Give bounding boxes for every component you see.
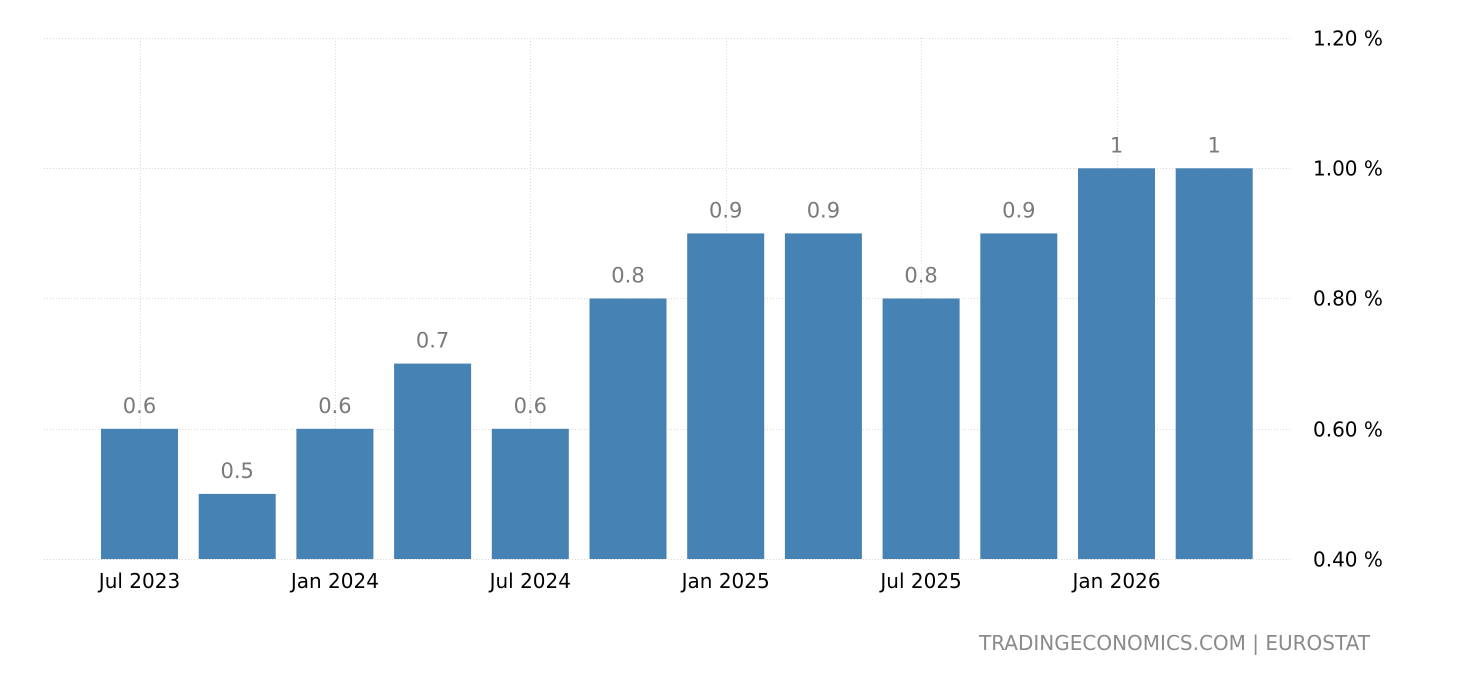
- bar-data-label: 1: [1110, 133, 1123, 157]
- x-tick-label: Jan 2024: [289, 569, 379, 593]
- bar: [589, 298, 667, 559]
- bars: [101, 168, 1253, 560]
- bar: [784, 233, 862, 559]
- y-tick-label: 0.60 %: [1313, 418, 1383, 442]
- bar: [101, 428, 178, 560]
- y-tick-label: 1.20 %: [1313, 27, 1383, 51]
- y-tick-label: 0.40 %: [1313, 548, 1383, 572]
- y-tick-label: 1.00 %: [1313, 157, 1383, 181]
- y-axis-ticks: 1.20 % 1.00 % 0.80 % 0.60 % 0.40 %: [1313, 27, 1383, 572]
- bar: [980, 233, 1058, 559]
- x-axis-ticks: Jul 2023 Jan 2024 Jul 2024 Jan 2025 Jul 2025…: [97, 569, 1161, 593]
- bar: [491, 428, 569, 560]
- x-tick-label: Jan 2025: [680, 569, 770, 593]
- bar: [1175, 168, 1253, 560]
- bar-data-label: 0.7: [416, 329, 449, 353]
- bar-data-label: 0.6: [123, 394, 156, 418]
- bar-labels: 0.6 0.5 0.6 0.7 0.6 0.8 0.9 0.9 0.8 0.9 1 1: [123, 133, 1221, 483]
- x-tick-label: Jul 2023: [97, 569, 180, 593]
- bar-data-label: 0.9: [709, 198, 742, 222]
- bar: [198, 493, 276, 559]
- bar: [1078, 168, 1155, 560]
- bar: [687, 233, 765, 559]
- bar: [882, 298, 960, 559]
- bar-data-label: 0.6: [514, 394, 547, 418]
- bar: [296, 428, 374, 560]
- bar-data-label: 0.5: [220, 459, 253, 483]
- x-tick-label: Jul 2024: [488, 569, 571, 593]
- bar-data-label: 0.6: [318, 394, 351, 418]
- bar-data-label: 0.9: [1002, 198, 1035, 222]
- y-tick-label: 0.80 %: [1313, 287, 1383, 311]
- bar-data-label: 0.8: [904, 264, 937, 288]
- x-tick-label: Jan 2026: [1070, 569, 1160, 593]
- bar-data-label: 1: [1208, 133, 1221, 157]
- bar-data-label: 0.9: [807, 198, 840, 222]
- x-tick-label: Jul 2025: [878, 569, 961, 593]
- bar-data-label: 0.8: [611, 264, 644, 288]
- bar: [394, 363, 472, 559]
- source-credit: TRADINGECONOMICS.COM | EUROSTAT: [978, 631, 1371, 655]
